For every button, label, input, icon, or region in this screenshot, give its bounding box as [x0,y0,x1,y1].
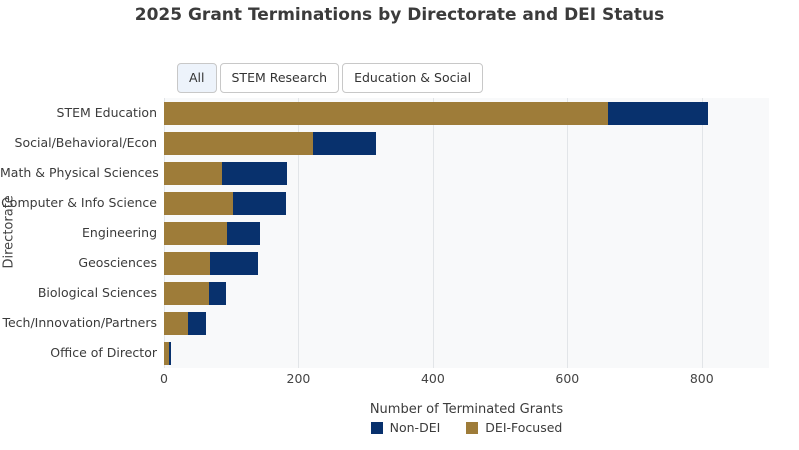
bar-segment-dei-focused[interactable] [164,101,608,125]
bar-segment-non-dei[interactable] [209,281,226,305]
bar-segment-dei-focused[interactable] [164,311,188,335]
bar-row [164,251,259,275]
bar-row [164,221,261,245]
legend: Non-DEI DEI-Focused [164,420,769,435]
bar-segment-non-dei[interactable] [312,131,376,155]
bar-segment-dei-focused[interactable] [164,341,170,365]
category-label: STEM Education [56,105,157,120]
page-title: 2025 Grant Terminations by Directorate a… [134,5,665,25]
legend-item-dei-focused[interactable]: DEI-Focused [466,420,562,435]
bar-segment-dei-focused[interactable] [164,191,233,215]
bar-segment-non-dei[interactable] [226,221,261,245]
gridline [432,98,434,368]
filter-button-all[interactable]: All [177,63,217,93]
category-label: Biological Sciences [37,285,157,300]
bar-row [164,191,286,215]
x-tick-label: 200 [286,371,311,386]
bar-row [164,101,709,125]
gridline [567,98,569,368]
x-tick-label: 600 [555,371,580,386]
filter-button-stem-research[interactable]: STEM Research [219,63,340,93]
category-label: Office of Director [50,345,157,360]
bar-row [164,131,376,155]
x-tick-label: 400 [420,371,445,386]
category-label: Engineering [82,225,157,240]
bar-row [164,311,206,335]
legend-item-non-dei[interactable]: Non-DEI [370,420,441,435]
bar-segment-dei-focused[interactable] [164,251,211,275]
legend-label: DEI-Focused [485,420,563,435]
bar-segment-non-dei[interactable] [221,161,287,185]
category-label: Tech/Innovation/Partners [2,315,157,330]
x-tick-label: 800 [689,371,714,386]
bar-segment-dei-focused[interactable] [164,131,313,155]
x-tick-label: 0 [160,371,168,386]
category-label: Computer & Info Science [1,195,157,210]
bar-segment-non-dei[interactable] [232,191,286,215]
gridline [701,98,703,368]
category-label: Geosciences [78,255,157,270]
bar-segment-non-dei[interactable] [187,311,206,335]
plot-area [164,98,769,368]
category-label: Social/Behavioral/Econ [14,135,157,150]
bar-row [164,281,226,305]
bar-row [164,341,171,365]
bar-row [164,161,287,185]
legend-label: Non-DEI [389,420,441,435]
category-axis-labels: STEM Education Social/Behavioral/Econ Math… [0,98,159,368]
bar-segment-dei-focused[interactable] [164,161,222,185]
bar-segment-non-dei[interactable] [169,341,171,365]
bar-segment-non-dei[interactable] [210,251,259,275]
x-axis-ticks: 0 200 400 600 800 [160,371,769,387]
legend-swatch [466,421,479,434]
bar-segment-dei-focused[interactable] [164,221,227,245]
bar-segment-dei-focused[interactable] [164,281,210,305]
x-axis-title: Number of Terminated Grants [369,402,564,417]
filter-button-education-social[interactable]: Education & Social [342,63,484,93]
bar-segment-non-dei[interactable] [607,101,709,125]
legend-swatch [370,421,383,434]
gridline [298,98,300,368]
filter-button-group: All STEM Research Education & Social [177,63,484,93]
category-label: Math & Physical Sciences [0,165,159,180]
